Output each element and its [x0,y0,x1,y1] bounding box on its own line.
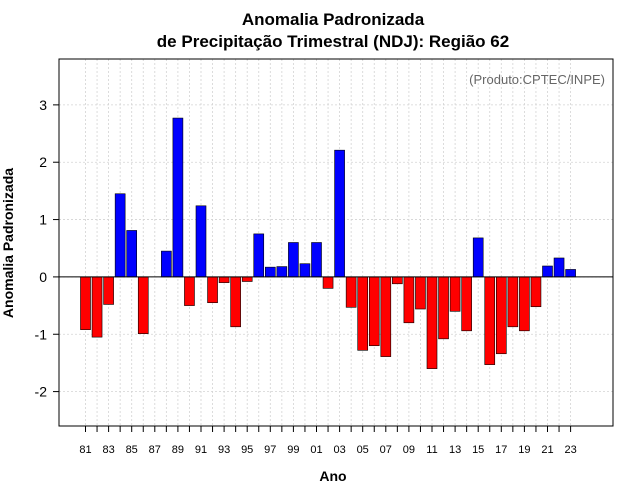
bar [126,230,137,278]
bar [472,237,484,278]
y-axis-title: Anomalia Padronizada [0,168,16,318]
y-tick-label: 1 [39,212,47,228]
bar [403,276,415,324]
bar [195,205,207,278]
bar [449,276,461,312]
bar [530,276,542,308]
bar [80,276,91,330]
chart-subtitle: de Precipitação Trimestral (NDJ): Região… [157,32,509,51]
bar [334,149,345,278]
bar [311,242,322,278]
credit-label: (Produto:CPTEC/INPE) [469,72,605,87]
bar [565,269,576,278]
bar [276,266,288,278]
bar [288,242,299,278]
x-tick-label: 15 [472,444,484,456]
bar [415,276,426,310]
x-tick-label: 13 [449,444,461,456]
bar [91,276,103,338]
bar [184,276,195,306]
x-tick-label: 93 [218,444,230,456]
x-tick-label: 21 [541,444,553,456]
bar [461,276,472,332]
x-tick-label: 99 [287,444,299,456]
x-axis-title: Ano [319,468,346,484]
bar [553,257,565,278]
bar [114,193,126,278]
bar [519,276,530,332]
bar [241,276,253,282]
x-tick-label: 01 [310,444,322,456]
bar [345,276,357,308]
bar [495,276,507,355]
x-tick-label: 81 [79,444,91,456]
chart-title: Anomalia Padronizada [242,10,425,29]
bar [299,263,311,278]
bar [392,276,403,285]
y-tick-label: -2 [35,384,48,400]
x-tick-label: 07 [380,444,392,456]
y-tick-label: 2 [39,154,47,170]
x-tick-label: 09 [403,444,415,456]
bar [253,233,265,278]
y-tick-label: 0 [39,269,47,285]
bar [137,276,149,334]
bar [507,276,519,328]
bar [161,250,172,278]
bar [230,276,241,328]
x-tick-label: 11 [426,444,437,456]
bar [357,276,369,351]
plot-frame [58,58,614,427]
bar [380,276,392,357]
x-tick-label: 83 [102,444,114,456]
bar [368,276,380,347]
bar [484,276,496,365]
x-axis: 81 83 85 87 89 91 93 95 97 99 01 03 05 07 09 11 13 15 17 19… [79,426,577,456]
y-axis: -2 -1 0 1 2 3 [35,97,59,400]
x-tick-label: 91 [195,444,207,456]
bar [542,265,553,278]
bar [218,276,230,283]
x-tick-label: 19 [518,444,530,456]
x-tick-label: 05 [357,444,369,456]
y-tick-label: 3 [39,97,47,113]
x-tick-label: 97 [264,444,276,456]
grid-lines [59,59,613,426]
x-tick-label: 85 [126,444,138,456]
x-tick-label: 17 [495,444,507,456]
bars [80,117,576,369]
x-tick-label: 95 [241,444,253,456]
x-tick-label: 03 [333,444,345,456]
bar [322,276,334,289]
x-tick-label: 89 [172,444,184,456]
x-tick-label: 23 [564,444,576,456]
x-tick-label: 87 [149,444,161,456]
bar [264,266,276,278]
bar [207,276,218,304]
bar [103,276,114,305]
y-tick-label: -1 [35,326,48,342]
bar [438,276,449,340]
bar [172,117,184,278]
bar [426,276,438,369]
